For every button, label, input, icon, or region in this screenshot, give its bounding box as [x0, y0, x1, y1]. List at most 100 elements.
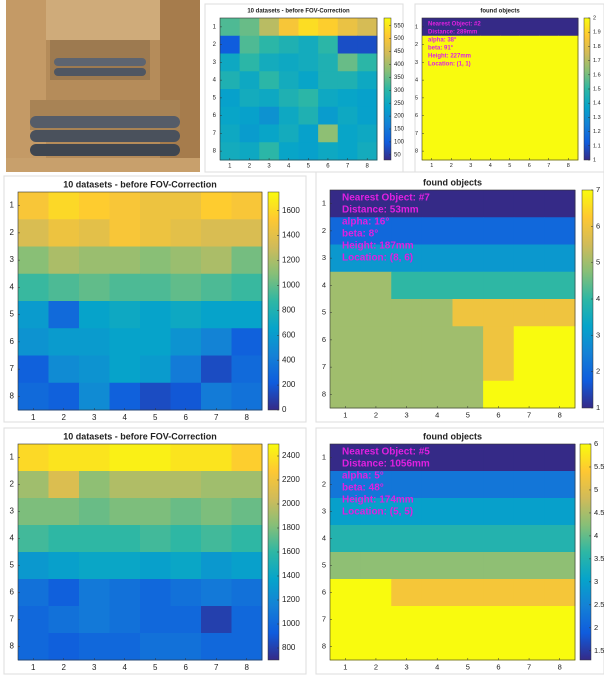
- heat-cell: [357, 107, 377, 125]
- heat-cell: [514, 552, 545, 580]
- heat-cell: [140, 552, 171, 580]
- heat-cell: [338, 107, 358, 125]
- heat-cell: [49, 383, 80, 411]
- y-tick-label: 8: [322, 389, 326, 398]
- heat-cell: [544, 606, 575, 634]
- colorbar-tick-label: 250: [394, 101, 405, 107]
- heat-cell: [338, 54, 358, 72]
- heat-cell: [18, 525, 49, 553]
- heat-cell: [79, 192, 110, 220]
- heat-cell: [279, 36, 299, 54]
- heat-cell: [110, 498, 141, 526]
- heat-cell: [461, 107, 481, 125]
- annotation: beta: 91°: [428, 46, 454, 52]
- colorbar-tick-label: 1.6: [593, 72, 601, 78]
- heat-cell: [483, 217, 514, 245]
- x-tick-label: 6: [496, 410, 500, 419]
- x-tick-label: 4: [123, 663, 128, 672]
- heat-cell: [559, 89, 579, 107]
- heat-cell: [18, 498, 49, 526]
- heat-cell: [483, 190, 514, 218]
- heat-cell: [318, 107, 338, 125]
- heat-cell: [422, 89, 442, 107]
- annotation: Nearest Object: #5: [342, 447, 430, 458]
- heat-cell: [240, 125, 260, 143]
- colorbar-tick-label: 6: [596, 221, 600, 230]
- colorbar-tick-label: 1000: [282, 619, 300, 628]
- x-tick-label: 3: [92, 413, 97, 422]
- heat-cell: [453, 245, 484, 273]
- y-tick-label: 3: [322, 253, 326, 262]
- heat-cell: [514, 381, 545, 409]
- colorbar-tick-label: 1.5: [593, 86, 601, 92]
- heat-cell: [110, 192, 141, 220]
- heat-cell: [461, 125, 481, 143]
- heat-cell: [539, 89, 559, 107]
- chart-title: 10 datasets - before FOV-Correction: [63, 431, 217, 441]
- heat-cell: [391, 606, 422, 634]
- heat-cell: [240, 36, 260, 54]
- heat-cell: [330, 525, 361, 553]
- heat-cell: [514, 579, 545, 607]
- heat-cell: [171, 192, 202, 220]
- colorbar-tick-label: 100: [394, 140, 405, 146]
- colorbar-tick-label: 1.3: [593, 115, 601, 121]
- colorbar-tick-label: 1200: [282, 256, 300, 265]
- heat-cell: [391, 552, 422, 580]
- heat-cell: [391, 272, 422, 300]
- heat-cell: [201, 444, 232, 472]
- heat-cell: [171, 525, 202, 553]
- heat-cell: [110, 606, 141, 634]
- heat-cell: [140, 356, 171, 384]
- heat-cell: [220, 36, 240, 54]
- heat-cell: [79, 498, 110, 526]
- annotation: beta: 48°: [342, 483, 384, 494]
- heat-cell: [232, 606, 263, 634]
- y-tick-label: 5: [10, 310, 15, 319]
- heat-cell: [520, 125, 540, 143]
- x-tick-label: 8: [245, 663, 250, 672]
- y-tick-label: 4: [322, 280, 326, 289]
- heat-cell: [259, 125, 279, 143]
- heat-cell: [201, 498, 232, 526]
- heat-cell: [49, 552, 80, 580]
- heat-cell: [539, 71, 559, 89]
- annotation: Location: (5, 5): [342, 507, 413, 518]
- heat-cell: [140, 192, 171, 220]
- heat-cell: [422, 525, 453, 553]
- heat-cell: [318, 18, 338, 36]
- heat-cell: [49, 192, 80, 220]
- heat-cell: [201, 383, 232, 411]
- heat-cell: [442, 125, 462, 143]
- y-tick-label: 2: [322, 226, 326, 235]
- heat-cell: [110, 552, 141, 580]
- heat-cell: [483, 498, 514, 526]
- heat-cell: [18, 328, 49, 356]
- heat-cell: [79, 579, 110, 607]
- y-tick-label: 8: [10, 642, 15, 651]
- x-tick-label: 3: [469, 163, 472, 169]
- heat-cell: [559, 71, 579, 89]
- chart-title: 10 datasets - before FOV-Correction: [63, 179, 217, 189]
- heat-cell: [79, 274, 110, 302]
- heat-cell: [49, 606, 80, 634]
- heat-cell: [520, 71, 540, 89]
- y-tick-label: 6: [322, 335, 326, 344]
- heat-cell: [220, 71, 240, 89]
- y-tick-label: 5: [415, 95, 418, 101]
- heat-cell: [201, 552, 232, 580]
- x-tick-label: 7: [527, 662, 531, 671]
- heat-cell: [338, 125, 358, 143]
- x-tick-label: 8: [567, 163, 570, 169]
- heat-cell: [422, 71, 442, 89]
- colorbar-tick-label: 1400: [282, 571, 300, 580]
- y-tick-label: 1: [322, 199, 326, 208]
- colorbar-tick-label: 1800: [282, 523, 300, 532]
- heat-cell: [422, 354, 453, 382]
- y-tick-label: 5: [322, 560, 326, 569]
- heat-cell: [330, 326, 361, 354]
- heat-cell: [318, 142, 338, 160]
- screenshot: 10 datasets - before FOV-Correction 1 2 3 4 5…: [0, 0, 604, 675]
- heat-cell: [453, 552, 484, 580]
- colorbar-tick-label: 2: [596, 367, 600, 376]
